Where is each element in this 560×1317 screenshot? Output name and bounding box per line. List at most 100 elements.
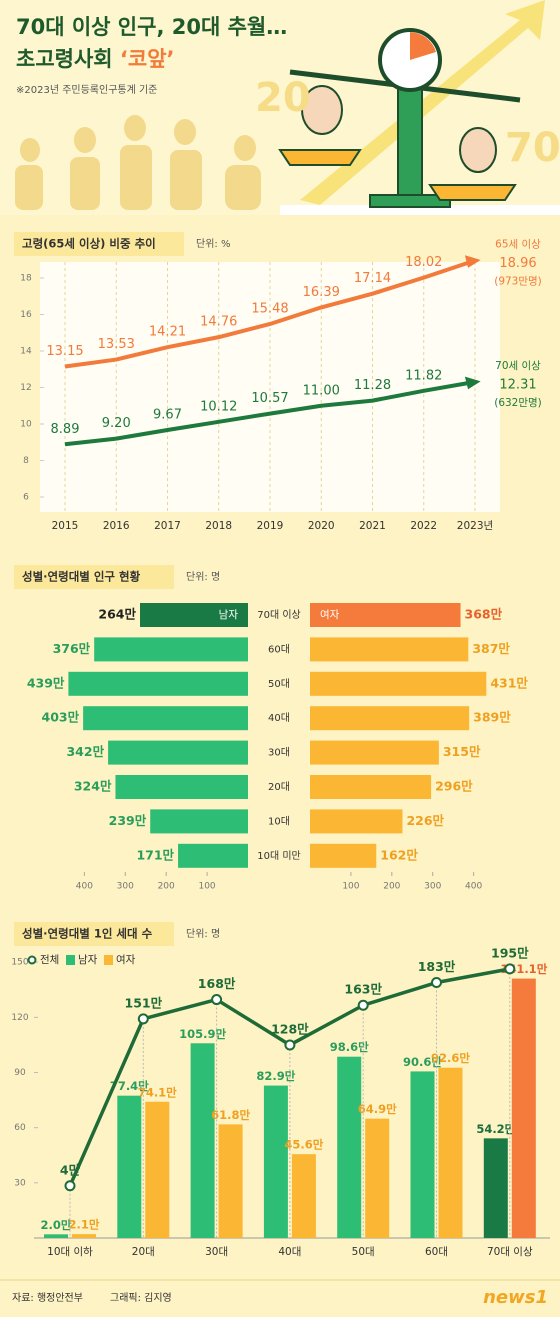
x-tick-label: 2020 <box>308 520 335 532</box>
data-label: 74.1만 <box>138 1085 177 1099</box>
silhouettes <box>15 115 261 210</box>
unit-label: 단위: % <box>196 237 230 250</box>
data-label: 18.96 <box>499 256 536 271</box>
legend-label: 남자 <box>219 609 239 621</box>
section-title: 성별·연령대별 1인 세대 수 <box>22 927 153 941</box>
data-label: 168만 <box>198 976 236 991</box>
plot-bg <box>40 262 500 512</box>
bar <box>511 978 536 1238</box>
x-tick-label: 400 <box>76 882 93 892</box>
person-young <box>301 85 343 135</box>
data-label: 151만 <box>125 995 163 1010</box>
bar <box>145 1101 170 1238</box>
y-tick-label: 6 <box>23 493 29 503</box>
y-tick-label: 90 <box>14 1068 26 1078</box>
title-line: 초고령사회 ‘코앞’ <box>16 47 175 71</box>
category-label: 10대 미만 <box>257 850 301 862</box>
legend-label: 65세 이상 <box>495 238 541 250</box>
data-label: 8.89 <box>51 422 80 437</box>
bar <box>483 1138 508 1238</box>
category-label: 50대 <box>268 678 290 690</box>
x-tick-label: 300 <box>424 882 441 892</box>
bar <box>310 603 461 627</box>
data-label: 296만 <box>435 779 473 794</box>
y-tick-label: 120 <box>11 1013 28 1023</box>
line-point <box>357 999 369 1011</box>
data-label: 12.31 <box>499 377 536 392</box>
bar <box>150 809 248 834</box>
unit-label: 단위: 명 <box>186 927 220 940</box>
section-title-bg <box>14 922 174 946</box>
x-tick-label: 70대 이상 <box>487 1246 533 1258</box>
title-text: 초고령사회 <box>16 47 113 71</box>
bar <box>310 706 470 731</box>
data-label: 54.2만 <box>476 1122 515 1136</box>
bar <box>310 637 469 662</box>
legend-label: 전체 <box>40 954 59 966</box>
x-tick-label: 200 <box>158 882 175 892</box>
data-label: 14.21 <box>149 325 186 340</box>
data-label: 171만 <box>136 847 174 862</box>
data-label: 183만 <box>418 959 456 974</box>
y-tick-label: 14 <box>20 347 32 357</box>
section-title: 성별·연령대별 인구 현황 <box>22 570 141 584</box>
data-label: 11.82 <box>405 368 442 383</box>
bar <box>72 1234 96 1238</box>
line-point <box>431 977 442 989</box>
bar <box>190 1043 215 1238</box>
x-tick-label: 30대 <box>205 1246 228 1258</box>
line-point <box>137 1013 149 1025</box>
logo: news1 <box>483 1287 548 1308</box>
bar <box>310 671 487 696</box>
data-label: 13.15 <box>46 344 83 359</box>
note: (973만명) <box>494 275 542 287</box>
credit: 그래픽: 김지영 <box>110 1292 172 1304</box>
data-label: 90.6만 <box>403 1055 442 1069</box>
data-label: 61.8만 <box>211 1108 250 1122</box>
legend-label: 여자 <box>320 609 340 621</box>
bar <box>410 1071 435 1238</box>
data-label: 82.9만 <box>256 1069 295 1083</box>
legend-label: 70세 이상 <box>495 360 541 372</box>
data-label: 105.9만 <box>179 1027 226 1041</box>
category-label: 60대 <box>268 643 290 655</box>
y-tick-label: 150 <box>11 958 28 968</box>
x-tick-label: 300 <box>117 882 134 892</box>
data-label: 342만 <box>66 744 104 759</box>
data-label: 16.39 <box>303 285 340 300</box>
legend-label: 남자 <box>78 954 98 966</box>
x-tick-label: 2021 <box>359 520 386 532</box>
series-line <box>64 379 476 447</box>
category-label: 20대 <box>268 781 290 793</box>
source: 자료: 행정안전부 <box>12 1292 83 1304</box>
bar <box>140 603 248 627</box>
data-label: 195만 <box>491 945 529 960</box>
y-tick-label: 16 <box>20 310 32 320</box>
bar <box>438 1067 463 1238</box>
note: ※2023년 주민등록인구통계 기준 <box>16 84 157 96</box>
gauge-zone <box>410 32 436 60</box>
data-label: 368만 <box>465 607 503 622</box>
data-label: 11.00 <box>303 383 340 398</box>
x-tick-label: 2022 <box>410 520 437 532</box>
bar <box>44 1234 68 1238</box>
footer-bg <box>0 1280 560 1317</box>
y-tick-label: 18 <box>20 274 32 284</box>
data-label: 2.1만 <box>69 1218 100 1232</box>
arrow-head <box>464 376 481 390</box>
y-tick-label: 8 <box>23 456 29 466</box>
data-label: 4만 <box>60 1162 81 1177</box>
data-label: 376만 <box>53 641 91 656</box>
x-tick-label: 10대 이하 <box>47 1245 93 1258</box>
data-label: 9.20 <box>102 416 131 431</box>
bar <box>178 843 248 868</box>
bar <box>83 706 249 731</box>
title-highlight: ‘코앞’ <box>120 47 175 71</box>
bar <box>337 1056 362 1238</box>
data-label: 15.48 <box>251 301 288 316</box>
section-title: 고령(65세 이상) 비중 추이 <box>22 237 156 251</box>
data-label: 226만 <box>406 813 444 828</box>
deco-number: 20 <box>255 75 311 121</box>
bar <box>68 671 248 696</box>
